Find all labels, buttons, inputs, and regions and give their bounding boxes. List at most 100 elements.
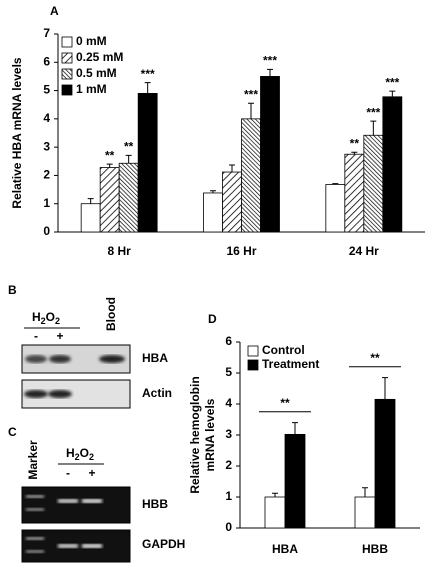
band <box>49 355 71 363</box>
bar <box>374 398 396 529</box>
y-tick-label: 4 <box>43 111 50 125</box>
marker-label: Marker <box>26 440 40 480</box>
bar <box>222 171 242 233</box>
error-bar <box>370 120 377 136</box>
y-tick-label: 1 <box>225 489 232 503</box>
error-bar <box>229 164 235 173</box>
significance: *** <box>385 75 399 89</box>
y-tick-label: 3 <box>43 139 50 153</box>
y-tick-label: 3 <box>225 427 232 441</box>
bar <box>241 118 261 233</box>
legend-swatch <box>247 359 259 371</box>
bar <box>137 93 158 233</box>
band-label: Actin <box>142 386 172 400</box>
significance: ** <box>105 148 115 162</box>
legend-swatch <box>61 84 73 96</box>
band <box>26 508 44 511</box>
x-tick-label: HBB <box>362 542 388 556</box>
y-tick-label: 6 <box>43 54 50 68</box>
x-tick-label: 8 Hr <box>107 244 131 258</box>
y-tick-label: 5 <box>225 365 232 379</box>
bar <box>118 162 139 233</box>
panel-label: A <box>50 4 59 18</box>
y-tick-label: 7 <box>43 26 50 40</box>
y-tick-label: 4 <box>225 396 232 410</box>
significance: *** <box>141 67 155 81</box>
band <box>99 355 125 363</box>
band <box>26 537 44 540</box>
y-axis-label: Relative HBA mRNA levels <box>10 57 24 208</box>
bar <box>382 96 403 233</box>
significance: *** <box>263 54 277 68</box>
band <box>25 355 47 363</box>
error-bar <box>382 377 388 400</box>
panel-label: C <box>8 425 17 439</box>
bar <box>325 184 346 233</box>
band-label: HBA <box>142 351 168 365</box>
bar <box>354 496 376 529</box>
lane-label: + <box>88 466 95 480</box>
y-axis-label: Relative hemoglobin <box>188 376 202 493</box>
error-bar <box>144 82 151 94</box>
error-bar <box>210 190 216 193</box>
x-tick-label: HBA <box>272 542 298 556</box>
y-tick-label: 6 <box>225 334 232 348</box>
error-bar <box>87 198 94 204</box>
error-bar <box>125 154 132 164</box>
significance: *** <box>244 87 258 101</box>
band-label: GAPDH <box>142 537 185 551</box>
band <box>48 390 72 398</box>
y-tick-label: 0 <box>225 520 232 534</box>
gel <box>21 486 131 524</box>
y-tick-label: 0 <box>43 224 50 238</box>
legend-label: 0 mM <box>76 34 107 48</box>
significance: ** <box>280 396 290 410</box>
y-tick-label: 2 <box>43 168 50 182</box>
bar <box>203 192 223 233</box>
error-bar <box>267 68 273 77</box>
band <box>58 499 78 503</box>
error-bar <box>389 90 396 97</box>
error-bar <box>272 492 278 497</box>
bar <box>264 496 286 529</box>
band <box>24 390 48 398</box>
significance: ** <box>350 136 360 150</box>
lane-label: Blood <box>104 297 118 331</box>
band-label: HBB <box>142 497 168 511</box>
bar <box>80 203 101 233</box>
panel-label: D <box>208 312 217 326</box>
error-bar <box>351 151 358 155</box>
bar <box>260 76 280 233</box>
panel-label: B <box>8 283 17 297</box>
x-tick-label: 16 Hr <box>226 244 256 258</box>
bar <box>284 433 306 529</box>
lane-label: - <box>66 466 70 480</box>
bar <box>363 134 384 233</box>
bar <box>344 153 365 233</box>
bar <box>99 167 120 233</box>
significance: ** <box>370 351 380 365</box>
legend-swatch <box>61 52 73 64</box>
y-tick-label: 5 <box>43 83 50 97</box>
lane-label: - <box>34 329 38 343</box>
y-axis-label: mRNA levels <box>203 398 217 471</box>
treatment-label: H2O2 <box>32 310 60 326</box>
band <box>58 544 78 548</box>
legend-label: 0.5 mM <box>76 66 117 80</box>
x-tick-label: 24 Hr <box>349 244 379 258</box>
y-tick-label: 1 <box>43 196 50 210</box>
error-bar <box>332 183 339 185</box>
error-bar <box>248 102 254 119</box>
legend-label: 1 mM <box>76 82 107 96</box>
band <box>26 550 44 553</box>
band <box>26 495 44 498</box>
treatment-label: H2O2 <box>66 446 94 462</box>
error-bar <box>106 163 113 168</box>
legend-swatch <box>61 68 73 80</box>
legend-label: Control <box>262 343 305 357</box>
error-bar <box>362 487 368 497</box>
band <box>82 544 102 548</box>
legend-label: Treatment <box>262 357 319 371</box>
significance: ** <box>124 140 134 154</box>
